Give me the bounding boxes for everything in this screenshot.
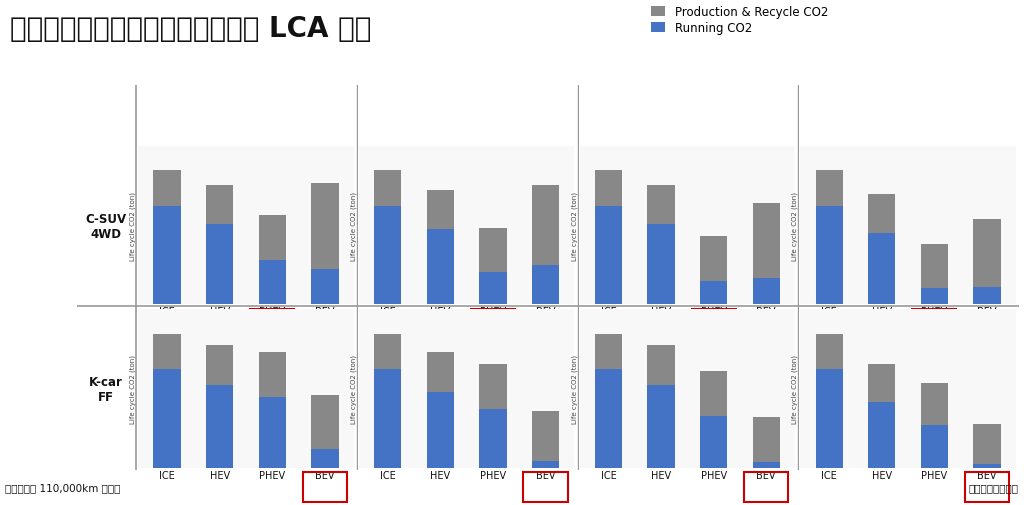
Text: (241g/kWh): (241g/kWh) <box>653 125 723 138</box>
Bar <box>479 409 507 468</box>
Bar <box>647 185 675 225</box>
Text: 2040: 2040 <box>887 100 930 115</box>
Text: 出典：三菱自動車: 出典：三菱自動車 <box>969 482 1019 492</box>
Bar <box>259 352 286 397</box>
Text: 2025: 2025 <box>225 100 268 115</box>
Text: C-SUV
4WD: C-SUV 4WD <box>85 213 127 240</box>
Bar <box>921 383 948 425</box>
Text: (290g/kWh): (290g/kWh) <box>432 125 502 138</box>
Y-axis label: Life cycle CO2 (ton): Life cycle CO2 (ton) <box>571 191 578 260</box>
Bar <box>815 207 843 305</box>
Bar <box>753 462 780 468</box>
Y-axis label: Life cycle CO2 (ton): Life cycle CO2 (ton) <box>130 191 136 260</box>
Text: 2030: 2030 <box>445 100 488 115</box>
Bar <box>206 225 233 305</box>
Bar <box>427 392 454 468</box>
Bar <box>647 385 675 468</box>
Bar <box>374 334 401 369</box>
Y-axis label: Life cycle CO2 (ton): Life cycle CO2 (ton) <box>350 191 356 260</box>
Text: (345g/kWh): (345g/kWh) <box>212 125 281 138</box>
Bar <box>868 402 895 468</box>
Bar <box>479 273 507 305</box>
Bar <box>427 191 454 230</box>
Bar <box>206 185 233 225</box>
Bar <box>868 365 895 402</box>
Bar <box>815 171 843 207</box>
Bar <box>374 207 401 305</box>
Bar <box>973 287 1000 305</box>
Bar <box>647 225 675 305</box>
Bar <box>921 244 948 289</box>
Bar <box>815 369 843 468</box>
Bar <box>595 207 623 305</box>
Bar <box>973 219 1000 287</box>
Text: K-car
FF: K-car FF <box>89 375 123 403</box>
Bar <box>700 237 727 282</box>
Bar <box>595 171 623 207</box>
Bar <box>921 425 948 468</box>
Bar <box>374 171 401 207</box>
Text: (189g/kWh): (189g/kWh) <box>873 125 943 138</box>
Bar <box>531 185 559 266</box>
Bar <box>154 334 181 369</box>
Bar <box>868 233 895 305</box>
Text: ・走行距離 110,000km を想定: ・走行距離 110,000km を想定 <box>5 482 121 492</box>
Bar <box>311 269 339 305</box>
Bar <box>531 461 559 468</box>
Bar <box>427 230 454 305</box>
Bar <box>753 417 780 462</box>
Bar <box>647 345 675 385</box>
Bar <box>374 369 401 468</box>
Bar <box>206 385 233 468</box>
Bar <box>479 228 507 273</box>
Bar <box>868 194 895 233</box>
Bar <box>154 171 181 207</box>
Bar <box>154 369 181 468</box>
Bar <box>700 416 727 468</box>
Bar <box>311 449 339 468</box>
Bar <box>753 278 780 305</box>
Bar <box>311 183 339 269</box>
Bar <box>427 352 454 392</box>
Y-axis label: Life cycle CO2 (ton): Life cycle CO2 (ton) <box>571 355 578 423</box>
Bar <box>700 372 727 416</box>
Bar <box>753 203 780 278</box>
Bar <box>973 424 1000 464</box>
Bar <box>531 411 559 461</box>
Bar <box>259 397 286 468</box>
Bar <box>531 266 559 305</box>
Bar <box>259 216 286 260</box>
Text: 日本におけるパワートレイン別の LCA 評価: 日本におけるパワートレイン別の LCA 評価 <box>10 15 372 43</box>
Bar <box>259 260 286 305</box>
Bar <box>973 464 1000 468</box>
Bar <box>595 369 623 468</box>
Bar <box>154 207 181 305</box>
Y-axis label: Life cycle CO2 (ton): Life cycle CO2 (ton) <box>792 191 798 260</box>
Bar <box>700 282 727 305</box>
Text: 2035: 2035 <box>667 100 710 115</box>
Bar <box>921 289 948 305</box>
Y-axis label: Life cycle CO2 (ton): Life cycle CO2 (ton) <box>792 355 798 423</box>
Y-axis label: Life cycle CO2 (ton): Life cycle CO2 (ton) <box>130 355 136 423</box>
Y-axis label: Life cycle CO2 (ton): Life cycle CO2 (ton) <box>350 355 356 423</box>
Bar <box>311 395 339 449</box>
Legend: Production & Recycle CO2, Running CO2: Production & Recycle CO2, Running CO2 <box>651 6 828 35</box>
Bar <box>479 365 507 409</box>
Bar <box>595 334 623 369</box>
Bar <box>815 334 843 369</box>
Bar <box>206 345 233 385</box>
